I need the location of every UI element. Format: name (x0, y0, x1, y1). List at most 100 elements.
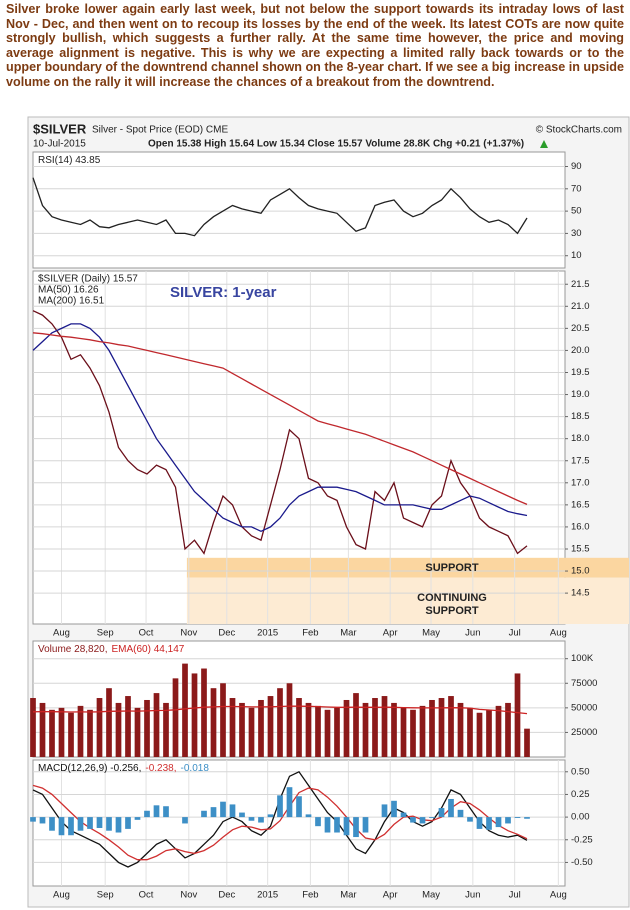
bar (258, 817, 264, 823)
bar (277, 795, 283, 818)
bar (68, 712, 74, 757)
bar (68, 817, 74, 836)
x-tick-label: Jun (465, 628, 480, 639)
bar (457, 702, 464, 757)
y-tick-label: 0.00 (571, 812, 590, 823)
legend: Volume 28,820, EMA(60) 44,147 (38, 644, 185, 655)
y-tick-label: 15.0 (571, 566, 590, 577)
bar (267, 814, 274, 818)
bar (400, 707, 407, 757)
bar (353, 693, 359, 757)
support-label: SUPPORT (425, 562, 478, 574)
bar (182, 663, 188, 757)
bar (30, 817, 36, 822)
bar (400, 812, 407, 818)
bar (49, 817, 55, 831)
bar (315, 817, 321, 827)
y-tick-label: 0.50 (571, 766, 590, 777)
bar (115, 702, 122, 757)
panel (32, 151, 566, 269)
x-tick-label: Oct (139, 628, 154, 639)
x-tick-label: Dec (218, 890, 235, 901)
x-tick-label: May (422, 890, 440, 901)
y-tick-label: 20.0 (571, 345, 590, 356)
bar (220, 683, 226, 757)
x-tick-label: Nov (180, 628, 197, 639)
bar (191, 673, 198, 757)
bar (391, 702, 397, 757)
bar (39, 702, 46, 757)
bar (87, 817, 93, 829)
x-tick-label: Aug (53, 628, 70, 639)
x-tick-label: Jul (509, 628, 521, 639)
x-tick-label: Sep (97, 628, 114, 639)
bar (153, 693, 160, 757)
bar (476, 817, 483, 829)
line (32, 332, 528, 505)
x-tick-label: Apr (383, 890, 398, 901)
bar (210, 688, 217, 757)
bar (372, 698, 378, 757)
legend-entry: RSI(14) 43.85 (38, 155, 101, 166)
bar (505, 817, 511, 824)
legend-entry: $SILVER (Daily) 15.57 (38, 274, 138, 285)
x-tick-label: 2015 (257, 890, 278, 901)
x-tick-label: Jul (509, 890, 521, 901)
line (32, 177, 528, 237)
x-tick-label: Nov (180, 890, 197, 901)
bar (267, 696, 274, 757)
bar (239, 812, 245, 818)
y-tick-label: 20.5 (571, 323, 590, 334)
bar (476, 712, 483, 757)
description: Silver - Spot Price (EOD) CME (92, 125, 228, 136)
bar (77, 817, 84, 831)
bar (248, 817, 255, 821)
date: 10-Jul-2015 (33, 139, 86, 150)
y-tick-label: -0.50 (571, 857, 593, 868)
bar (172, 678, 179, 757)
bar (39, 817, 46, 824)
bar (495, 705, 502, 757)
bar (438, 698, 445, 757)
y-tick-label: 18.0 (571, 433, 590, 444)
y-tick-label: 17.0 (571, 477, 590, 488)
bar (296, 698, 302, 757)
y-tick-label: 16.5 (571, 499, 590, 510)
x-tick-label: Apr (383, 628, 398, 639)
legend-entry: MA(50) 16.26 (38, 285, 99, 296)
bar (514, 817, 521, 819)
y-tick-label: 10 (571, 250, 582, 261)
bar (286, 683, 293, 757)
bar (315, 705, 321, 757)
legend-entry: Volume 28,820, (38, 644, 108, 655)
x-tick-label: Oct (139, 890, 154, 901)
legend-entry: MA(200) 16.51 (38, 296, 105, 307)
bar (96, 698, 103, 757)
bar (343, 699, 350, 757)
bar (353, 817, 359, 838)
credit: © StockCharts.com (536, 125, 622, 136)
support-zone (186, 557, 629, 578)
x-tick-label: Feb (302, 890, 318, 901)
bar (125, 696, 131, 757)
bar (524, 817, 530, 819)
bar (324, 817, 331, 833)
bar (96, 817, 103, 828)
bar (258, 699, 264, 757)
bar (115, 817, 122, 833)
quote: Open 15.38 High 15.64 Low 15.34 Close 15… (148, 139, 524, 150)
bar (220, 801, 226, 818)
bar (163, 806, 169, 818)
legend-entry: -0.238, (145, 763, 176, 774)
chart-annotation: SILVER: 1-year (170, 284, 277, 301)
y-tick-label: 75000 (571, 678, 597, 689)
x-tick-label: Mar (340, 890, 356, 901)
legend-entry: EMA(60) 44,147 (112, 644, 185, 655)
bar (324, 709, 331, 757)
bar (58, 707, 65, 757)
bar (410, 709, 416, 757)
panel (32, 759, 566, 887)
y-tick-label: 19.5 (571, 367, 590, 378)
y-tick-label: 21.0 (571, 301, 590, 312)
bar (486, 817, 492, 830)
